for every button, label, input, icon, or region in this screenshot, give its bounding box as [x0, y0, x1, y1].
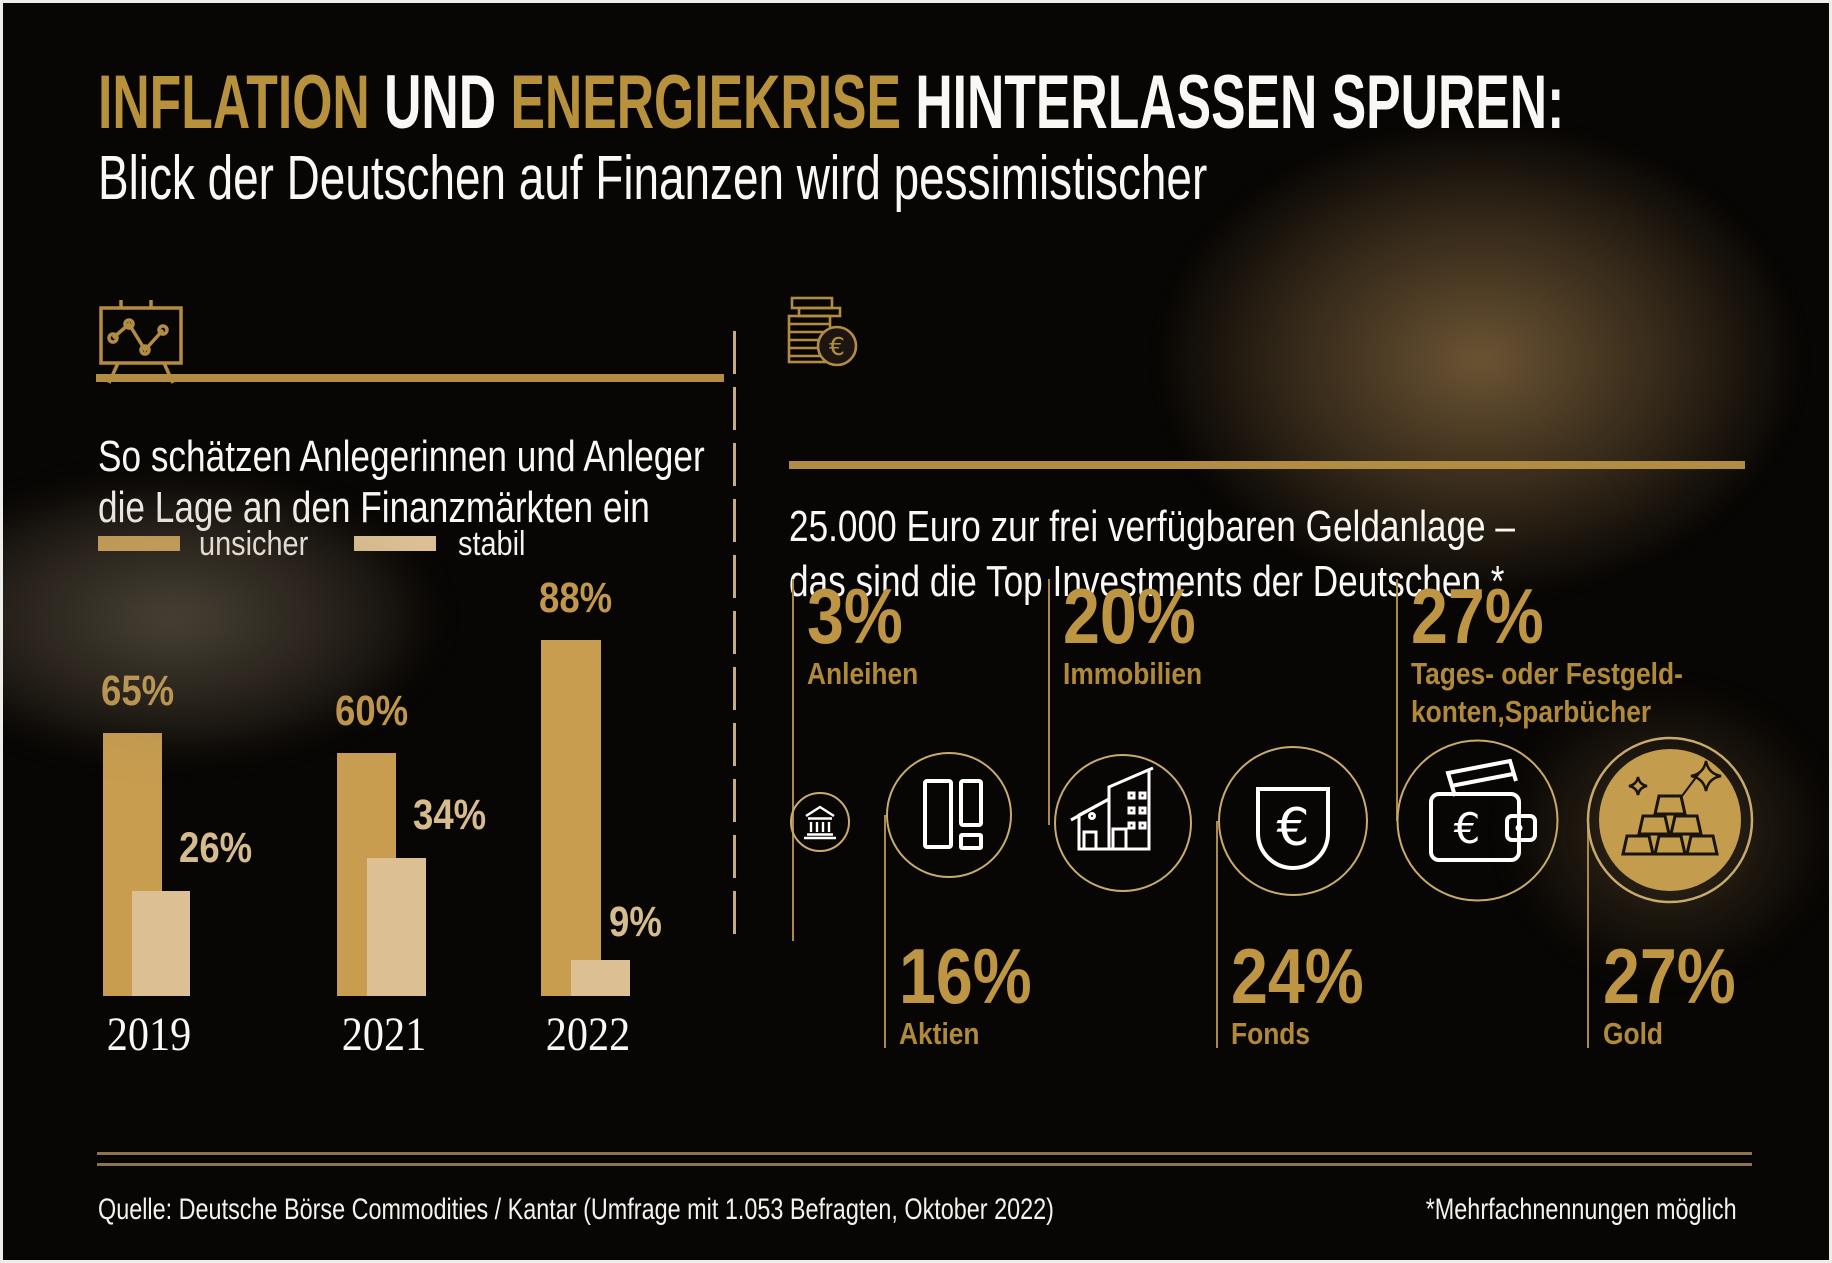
- bar-label-2021-unsicher: 60%: [335, 687, 409, 735]
- stat-immobilien-pct: 20%: [1063, 572, 1196, 660]
- title-part-rest: HINTERLASSEN SPUREN:: [900, 60, 1565, 145]
- stat-fonds-label: Fonds: [1231, 1016, 1311, 1051]
- bar-2022-unsicher: [541, 640, 601, 996]
- multiple-answers-note: *Mehrfachnennungen möglich: [1426, 1193, 1737, 1226]
- bar-2022-stabil: [571, 960, 630, 996]
- bar-label-2022-unsicher: 88%: [539, 574, 613, 622]
- gold-bars-icon: [1586, 736, 1754, 904]
- stat-gold-label: Gold: [1603, 1016, 1664, 1051]
- legend-swatch-stabil: [354, 536, 436, 551]
- connector-line-anleihen: [792, 579, 794, 941]
- stat-tagesgeld-label: Tages- oder Festgeld- konten,Sparbücher: [1411, 656, 1683, 729]
- legend-swatch-unsicher: [98, 536, 180, 551]
- stat-fonds-pct: 24%: [1231, 932, 1364, 1020]
- bar-label-2019-unsicher: 65%: [101, 667, 175, 715]
- stat-anleihen-label: Anleihen: [807, 656, 919, 691]
- stat-gold-pct: 27%: [1603, 932, 1736, 1020]
- stat-tagesgeld-pct: 27%: [1411, 572, 1544, 660]
- stat-aktien-label: Aktien: [899, 1016, 980, 1051]
- page-title: INFLATION UND ENERGIEKRISE HINTERLASSEN …: [98, 59, 1829, 146]
- title-part-und: UND: [369, 60, 511, 145]
- axis-label-2021: 2021: [341, 1008, 427, 1061]
- stat-aktien-pct: 16%: [899, 932, 1032, 1020]
- connector-line-gold: [1587, 820, 1589, 1048]
- connector-line-aktien: [884, 815, 886, 1048]
- bank-icon: [790, 792, 850, 852]
- euro-glyph: €: [1276, 798, 1309, 858]
- axis-label-2022: 2022: [545, 1008, 631, 1061]
- coins-euro-icon: €: [787, 296, 858, 367]
- stat-immobilien-label: Immobilien: [1063, 656, 1203, 691]
- page-subtitle: Blick der Deutschen auf Finanzen wird pe…: [98, 144, 1208, 213]
- bar-2021-stabil: [367, 858, 426, 996]
- bar-2019-stabil: [132, 891, 190, 996]
- bar-label-2022-stabil: 9%: [609, 898, 662, 946]
- section-divider-dashed: [733, 331, 736, 941]
- right-section-rule: [789, 461, 1745, 469]
- left-section-rule: [96, 374, 724, 382]
- bar-label-2021-stabil: 34%: [413, 791, 487, 839]
- left-section-heading: So schätzen Anlegerinnen und Anleger die…: [98, 432, 705, 532]
- footer-rule-bottom: [97, 1163, 1752, 1166]
- bar-label-2019-stabil: 26%: [179, 824, 253, 872]
- euro-glyph: €: [829, 332, 845, 361]
- title-part-inflation: INFLATION: [98, 60, 370, 145]
- fund-euro-icon: €: [1218, 746, 1368, 896]
- connector-line-fonds: [1216, 821, 1218, 1048]
- legend-label-stabil: stabil: [458, 525, 526, 563]
- title-part-energiekrise: ENERGIEKRISE: [510, 60, 901, 145]
- legend-label-unsicher: unsicher: [199, 525, 309, 563]
- axis-label-2019: 2019: [106, 1008, 192, 1061]
- house-icon: [1054, 754, 1192, 892]
- footer-rule-top: [97, 1152, 1752, 1155]
- euro-glyph: €: [1454, 804, 1481, 853]
- shares-certificates-icon: [886, 752, 1012, 878]
- stat-anleihen-pct: 3%: [807, 572, 903, 660]
- wallet-icon: €: [1396, 739, 1559, 902]
- connector-line-immobilien: [1048, 579, 1050, 825]
- source-note: Quelle: Deutsche Börse Commodities / Kan…: [98, 1193, 1054, 1226]
